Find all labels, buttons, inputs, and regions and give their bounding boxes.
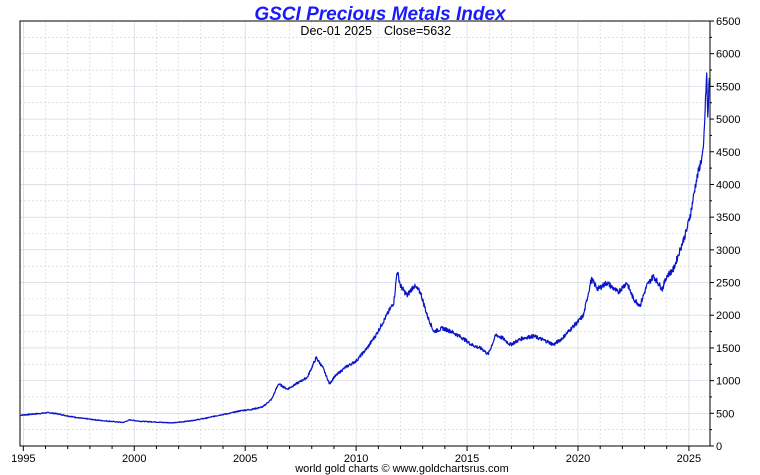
y-tick-label: 0: [716, 441, 722, 453]
x-tick-label: 1995: [11, 453, 35, 465]
y-tick-label: 1000: [716, 376, 740, 388]
x-axis: 1995 2000 2005 2010 2015 2020 2025: [11, 446, 701, 465]
y-tick-label: 2000: [716, 310, 740, 322]
y-tick-label: 4000: [716, 179, 740, 191]
gridlines: [20, 20, 710, 447]
y-tick-label: 5000: [716, 114, 740, 126]
x-tick-label: 2005: [233, 453, 257, 465]
y-tick-label: 3500: [716, 212, 740, 224]
y-tick-label: 500: [716, 408, 734, 420]
y-axis: 0 500 1000 1500 2000 2500 3000 3500 4000 4500 5000…: [710, 16, 740, 453]
y-tick-label: 3000: [716, 245, 740, 257]
y-tick-label: 2500: [716, 278, 740, 290]
y-tick-label: 4500: [716, 147, 740, 159]
x-tick-label: 2020: [566, 453, 590, 465]
y-tick-label: 6500: [716, 16, 740, 28]
x-tick-label: 2010: [344, 453, 368, 465]
chart-title: GSCI Precious Metals Index: [254, 4, 507, 25]
x-tick-label: 2015: [455, 453, 479, 465]
x-tick-label: 2000: [122, 453, 146, 465]
subtitle-close: Close=5632: [384, 24, 451, 38]
y-tick-label: 1500: [716, 343, 740, 355]
footer-credit: world gold charts © www.goldchartsrus.co…: [294, 463, 509, 475]
y-tick-label: 5500: [716, 81, 740, 93]
y-tick-label: 6000: [716, 49, 740, 61]
subtitle-date: Dec-01 2025: [300, 24, 372, 38]
x-tick-label: 2025: [677, 453, 701, 465]
series-line: [19, 72, 710, 424]
